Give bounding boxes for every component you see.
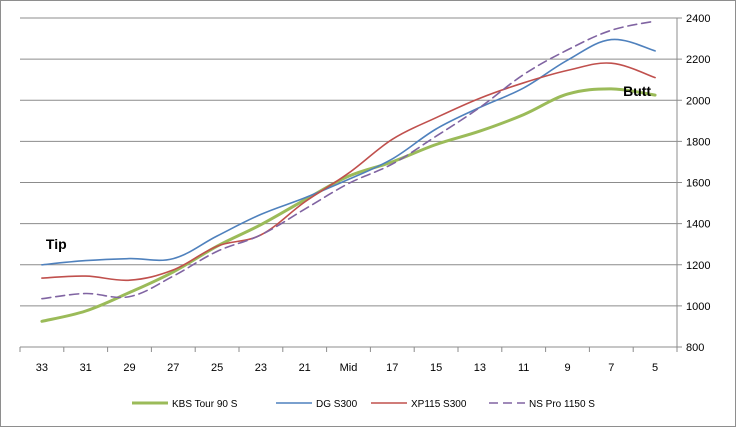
y-tick-label: 2400: [686, 13, 710, 25]
legend: KBS Tour 90 S DG S300 XP115 S300 NS Pro 115…: [132, 399, 595, 410]
x-tick-label: 11: [518, 362, 529, 374]
annotations: Tip Butt: [46, 83, 652, 252]
x-tick-label: 29: [123, 362, 135, 374]
axes: [19, 17, 682, 352]
x-tick-label: 13: [474, 362, 486, 374]
y-tick-label: 1400: [686, 219, 710, 231]
annotation-butt: Butt: [623, 83, 651, 99]
legend-label-xp: XP115 S300: [411, 399, 467, 410]
x-tick-label: 17: [386, 362, 398, 374]
x-tick-label: 15: [430, 362, 442, 374]
x-tick-label: 31: [80, 362, 92, 374]
x-tick-label: 9: [564, 362, 570, 374]
x-tick-label: 33: [36, 362, 48, 374]
x-tick-label: 21: [299, 362, 311, 374]
legend-label-ns: NS Pro 1150 S: [529, 399, 595, 410]
y-tick-label: 1200: [686, 260, 710, 272]
x-tick-label: Mid: [340, 362, 358, 374]
x-tick-label: 5: [652, 362, 658, 374]
y-tick-labels: 800 1000 1200 1400 1600 1800 2000 2200 2400: [686, 13, 710, 354]
series-line-dg: [41, 38, 656, 266]
annotation-tip: Tip: [46, 236, 67, 252]
y-tick-label: 1600: [686, 178, 710, 190]
y-tick-label: 2200: [686, 54, 710, 66]
legend-label-dg: DG S300: [316, 399, 358, 410]
legend-label-kbs: KBS Tour 90 S: [172, 399, 238, 410]
series-lines: [40, 20, 657, 323]
gridlines: [20, 17, 677, 307]
x-tick-labels: 33 31 29 27 25 23 21 Mid 17 15 13 11 9 7 5: [36, 362, 658, 374]
series-line-ns: [41, 20, 656, 300]
series-line-xp: [41, 62, 656, 282]
x-tick-label: 7: [608, 362, 614, 374]
y-tick-label: 800: [686, 342, 704, 354]
y-tick-label: 1800: [686, 136, 710, 148]
x-tick-label: 23: [255, 362, 267, 374]
x-tick-label: 27: [167, 362, 179, 374]
series-line-kbs: [40, 87, 657, 323]
y-tick-label: 1000: [686, 301, 710, 313]
x-tick-label: 25: [211, 362, 223, 374]
y-tick-label: 2000: [686, 95, 710, 107]
